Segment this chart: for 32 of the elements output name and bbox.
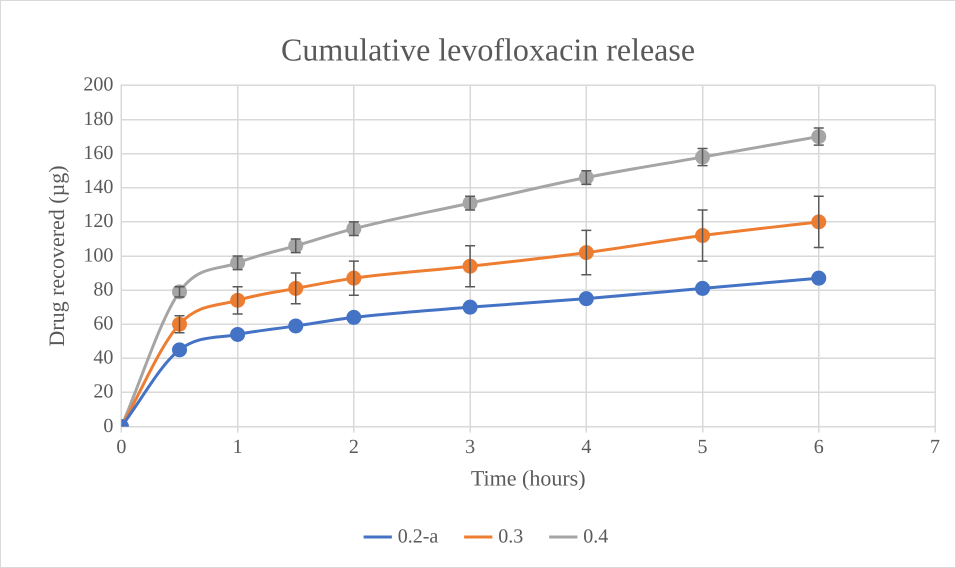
y-tick-label: 60: [93, 312, 114, 334]
y-tick-label: 160: [83, 142, 114, 164]
point: [578, 291, 594, 306]
chart-title: Cumulative levofloxacin release: [280, 32, 696, 68]
y-tick-label: 80: [93, 278, 114, 300]
x-tick-label: 1: [232, 436, 243, 458]
x-axis-title: Time (hours): [470, 466, 586, 491]
y-tick-label: 40: [93, 346, 114, 369]
y-tick-label: 20: [93, 380, 114, 403]
x-tick-label: 7: [930, 436, 940, 458]
legend-label: 0.3: [498, 525, 524, 548]
y-tick-label: 140: [83, 176, 114, 198]
y-tick-label: 100: [83, 244, 114, 266]
y-tick-label: 200: [83, 74, 114, 96]
x-tick-label: 6: [814, 436, 824, 458]
point: [811, 270, 826, 286]
point: [462, 300, 478, 315]
x-tick-label: 3: [465, 436, 476, 458]
y-tick-label: 120: [83, 210, 114, 232]
y-tick-label: 180: [83, 108, 114, 130]
point: [172, 342, 188, 358]
point: [288, 318, 304, 334]
point: [346, 310, 362, 325]
x-tick-label: 4: [581, 436, 592, 458]
legend-label: 0.2-a: [398, 525, 438, 548]
y-tick-label: 0: [103, 414, 114, 437]
point: [695, 280, 710, 296]
x-tick-label: 2: [348, 436, 359, 458]
y-axis-title: Drug recovered (µg): [44, 165, 69, 347]
legend-label: 0.4: [583, 525, 608, 548]
x-tick-label: 5: [698, 436, 708, 458]
point: [230, 326, 246, 342]
